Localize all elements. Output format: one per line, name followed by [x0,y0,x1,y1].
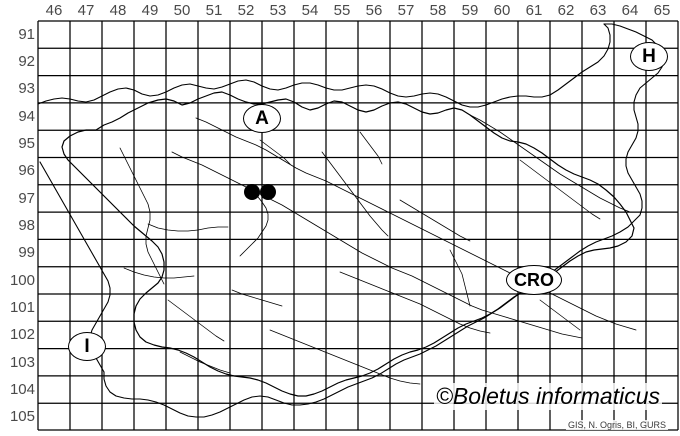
grid-row-label-92: 92 [18,53,35,70]
river-drava [195,117,637,331]
grid-col-label-47: 47 [77,2,95,19]
grid-col-label-61: 61 [525,2,543,19]
river-ljubljanica [239,196,269,257]
river-north-trib-1 [259,139,291,165]
river-dravinja [399,199,471,242]
grid-col-label-54: 54 [301,2,319,19]
grid-row-label-95: 95 [18,135,35,152]
river-unica [231,289,283,307]
slovenia-border [61,91,635,397]
river-kolpa [269,329,421,385]
river-sotla [449,249,471,307]
grid-row-label-100: 100 [9,272,35,289]
adriatic-coast [103,371,269,418]
austria-outline [37,23,611,108]
country-badge-croatia: CRO [506,265,562,295]
geography-layer [37,23,665,418]
utm-grid-layer [37,20,679,431]
river-krka [339,271,491,334]
grid-col-label-65: 65 [653,2,671,19]
river-savinja [321,151,389,237]
grid-row-label-104: 104 [9,381,35,398]
record-dot [260,184,276,200]
grid-col-label-50: 50 [173,2,191,19]
grid-col-label-56: 56 [365,2,383,19]
river-pesnica [519,159,601,220]
grid-col-label-59: 59 [461,2,479,19]
copyright-label: ©Boletus informaticus [433,383,662,410]
grid-row-label-103: 103 [9,354,35,371]
attribution-label: GIS, N. Ogris, BI, GURS [565,420,668,430]
river-reka [167,299,225,342]
country-badge-austria: A [243,104,281,133]
river-vipava [123,267,195,279]
grid-col-label-58: 58 [429,2,447,19]
grid-col-label-62: 62 [557,2,575,19]
record-dot [244,184,260,200]
grid-col-label-48: 48 [109,2,127,19]
grid-col-label-55: 55 [333,2,351,19]
country-badge-hungary: H [630,42,668,71]
grid-col-label-57: 57 [397,2,415,19]
grid-row-label-97: 97 [18,190,35,207]
grid-row-label-93: 93 [18,80,35,97]
grid-row-label-94: 94 [18,108,35,125]
river-idrijca [147,223,229,232]
grid-row-label-96: 96 [18,162,35,179]
river-north-trib-2 [359,131,383,165]
river-se-trib [539,299,581,331]
grid-row-label-99: 99 [18,244,35,261]
grid-row-label-98: 98 [18,217,35,234]
grid-col-label-63: 63 [589,2,607,19]
grid-col-label-51: 51 [205,2,223,19]
grid-col-label-49: 49 [141,2,159,19]
hungary-border [603,23,665,216]
grid-col-label-53: 53 [269,2,287,19]
river-sw-trib [179,351,231,374]
grid-col-label-52: 52 [237,2,255,19]
grid-col-label-46: 46 [45,2,63,19]
grid-row-label-102: 102 [9,326,35,343]
grid-col-label-60: 60 [493,2,511,19]
river-soca [119,147,165,285]
country-badge-italy: I [68,332,106,361]
river-sava [171,151,583,339]
grid-row-label-91: 91 [18,26,35,43]
grid-col-label-64: 64 [621,2,639,19]
grid-row-label-105: 105 [9,408,35,425]
grid-row-label-101: 101 [9,299,35,316]
croatia-border [267,214,641,406]
